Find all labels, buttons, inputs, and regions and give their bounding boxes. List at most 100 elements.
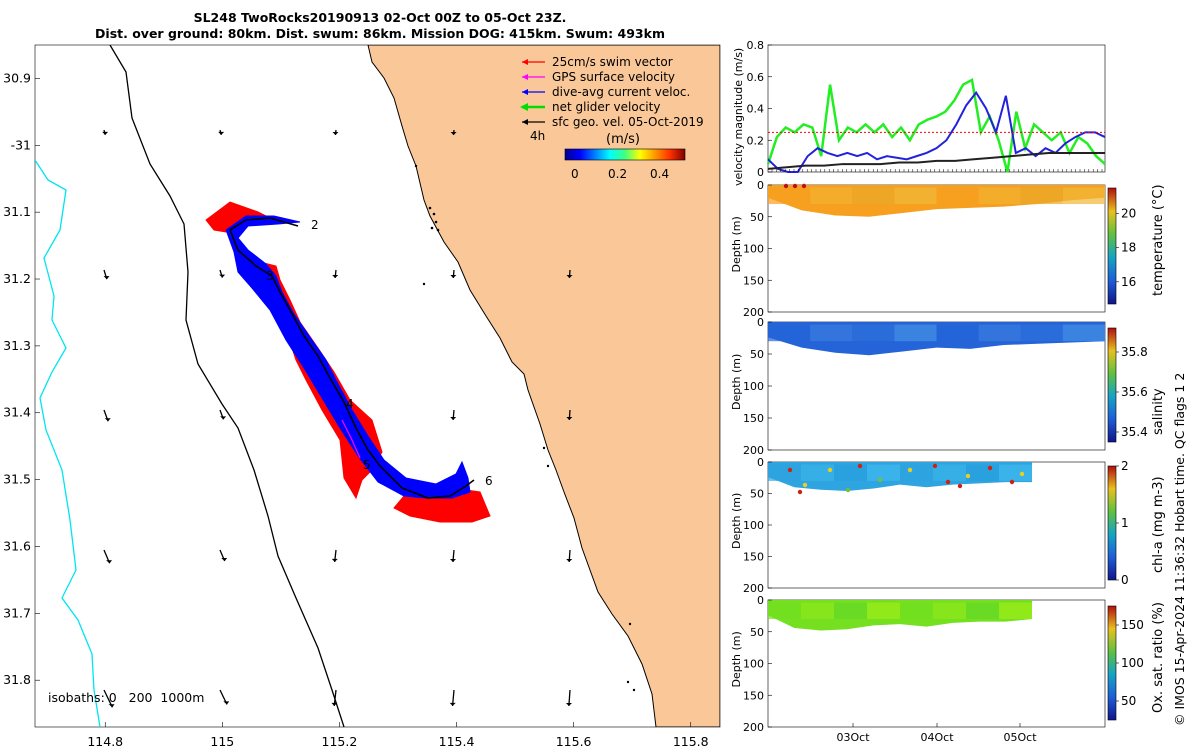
velocity-panel: 0 0.2 0.4 0.6 0.8 velocity magnitude (m/s) — [732, 39, 1106, 186]
map-x-tick-label: 114.8 — [87, 734, 123, 749]
oxygen-section-band — [933, 602, 966, 620]
velocity-y-ticks: 0 0.2 0.4 0.6 0.8 — [747, 39, 1103, 179]
credit-text: © IMOS 15-Apr-2024 11:36:32 Hobart time.… — [1172, 372, 1187, 726]
geo-arrow-head — [331, 558, 338, 562]
salinity-section-band — [810, 324, 853, 342]
depth-tick-label: 100 — [743, 658, 764, 671]
geo-arrow-head — [566, 274, 573, 278]
geo-arrow-head — [108, 704, 115, 708]
chla-section-colorbar — [1107, 465, 1117, 581]
chla-section-band — [768, 464, 801, 481]
velocity-ylabel: velocity magnitude (m/s) — [732, 48, 745, 186]
colorbar-tick-0: 0 — [571, 167, 579, 181]
depth-tick-label: 200 — [743, 721, 764, 734]
salinity-section-band — [852, 324, 895, 342]
colorbar-tick-label: 35.6 — [1121, 385, 1148, 399]
salinity-section-band — [894, 324, 937, 342]
temp-hotspot — [783, 183, 789, 189]
chla-section-band — [933, 464, 966, 481]
geo-arrow-head — [220, 416, 227, 420]
gps-surface-velocity — [341, 419, 361, 459]
chla-hotspot — [1009, 479, 1015, 485]
geo-arrow-head — [566, 558, 573, 562]
day-label-6: 6 — [485, 474, 493, 488]
temperature-section-band — [1020, 187, 1063, 205]
salinity-section-colorbar — [1107, 327, 1117, 443]
surface-geostrophic-arrows — [102, 129, 573, 708]
depth-tick-label: 200 — [743, 306, 764, 319]
map-x-tick-label: 115.8 — [673, 734, 709, 749]
chla-section-colorbar-label: chl-a (mg m-3) — [1151, 476, 1166, 573]
day-label-4: 4 — [346, 397, 354, 411]
title-line-2: Dist. over ground: 80km. Dist. swum: 86k… — [95, 26, 665, 41]
legend-label-net: net glider velocity — [552, 100, 660, 114]
depth-tick-label: 150 — [743, 274, 764, 287]
temperature-section-band — [978, 187, 1021, 205]
chla-hotspot — [1019, 471, 1025, 477]
legend-label-geo: sfc geo. vel. 05-Oct-2019 — [552, 115, 704, 129]
temperature-section-band — [936, 187, 979, 205]
salinity-section-band — [936, 324, 979, 342]
map-y-tick-label: -31 — [11, 137, 31, 152]
geo-arrow-head — [103, 276, 110, 280]
colorbar-tick-label: 150 — [1121, 618, 1144, 632]
legend-label-gps: GPS surface velocity — [552, 70, 675, 84]
chla-hotspot — [965, 473, 971, 479]
temperature-section-band — [852, 187, 895, 205]
chla-hotspot — [802, 482, 808, 488]
date-tick-label: 04Oct — [920, 731, 954, 744]
chart-title: SL248 TwoRocks20190913 02-Oct 00Z to 05-… — [0, 10, 760, 42]
day-label-5: 5 — [363, 458, 371, 472]
map-panel: 2 3 4 5 6 isobaths: 0 200 1000m 114.8 115… — [3, 44, 721, 749]
velocity-series-1 — [767, 90, 1106, 173]
depth-tick-label: 50 — [750, 626, 764, 639]
map-y-tick-label: 31.8 — [3, 672, 31, 687]
velocity-y-tick-label: 0.6 — [747, 71, 765, 84]
colorbar-tick-label: 16 — [1121, 275, 1136, 289]
oxygen-section-colorbar-label: Ox. sat. ratio (%) — [1151, 602, 1166, 713]
depth-tick-label: 200 — [743, 444, 764, 457]
date-tick-label: 03Oct — [836, 731, 870, 744]
geo-arrow-head — [331, 702, 338, 706]
temp-hotspot — [801, 183, 807, 189]
geo-arrow-head — [566, 416, 573, 420]
geo-arrow-head — [223, 701, 230, 705]
map-x-tick-label: 115.4 — [439, 734, 475, 749]
salinity-section-band — [1062, 324, 1105, 342]
geo-arrow-head — [565, 702, 572, 706]
land-area — [367, 45, 720, 727]
legend-note: 4h — [530, 129, 545, 143]
map-y-tick-label: 31.6 — [3, 538, 31, 553]
temperature-section-band — [768, 187, 811, 205]
geo-arrow-head — [219, 274, 226, 278]
isobaths-label: isobaths: 0 200 1000m — [48, 690, 204, 705]
chla-section-ylabel: Depth (m) — [730, 493, 743, 549]
depth-tick-label: 150 — [743, 689, 764, 702]
depth-tick-label: 0 — [757, 316, 764, 329]
geo-arrow-head — [106, 560, 113, 564]
temperature-section-ylabel: Depth (m) — [730, 216, 743, 272]
colorbar-tick-label: 18 — [1121, 241, 1136, 255]
oxygen-section-band — [768, 602, 801, 620]
geo-arrow-head — [218, 131, 225, 135]
chla-hotspot — [957, 483, 963, 489]
temperature-section-colorbar — [1107, 187, 1117, 305]
depth-tick-label: 0 — [757, 179, 764, 192]
map-y-tick-label: 31.2 — [3, 271, 31, 286]
colorbar-unit: (m/s) — [606, 132, 640, 147]
salinity-section: 0 50 100 150 200 Depth (m) 35.4 35.6 35.8 salinit… — [730, 316, 1166, 457]
colorbar-tick-label: 50 — [1121, 694, 1136, 708]
day-label-3: 3 — [266, 269, 274, 283]
date-tick-label: 05Oct — [1003, 731, 1037, 744]
chla-hotspot — [827, 467, 833, 473]
geo-arrow-head — [449, 702, 456, 706]
depth-tick-label: 200 — [743, 582, 764, 595]
depth-tick-label: 100 — [743, 519, 764, 532]
map-y-tick-label: 30.9 — [3, 70, 31, 85]
oxygen-section-band — [966, 602, 999, 620]
temperature-section-colorbar-label: temperature (°C) — [1151, 184, 1166, 296]
title-line-1: SL248 TwoRocks20190913 02-Oct 00Z to 05-… — [193, 10, 567, 25]
legend-label-swim: 25cm/s swim vector — [552, 55, 673, 69]
speed-colorbar — [564, 148, 686, 161]
